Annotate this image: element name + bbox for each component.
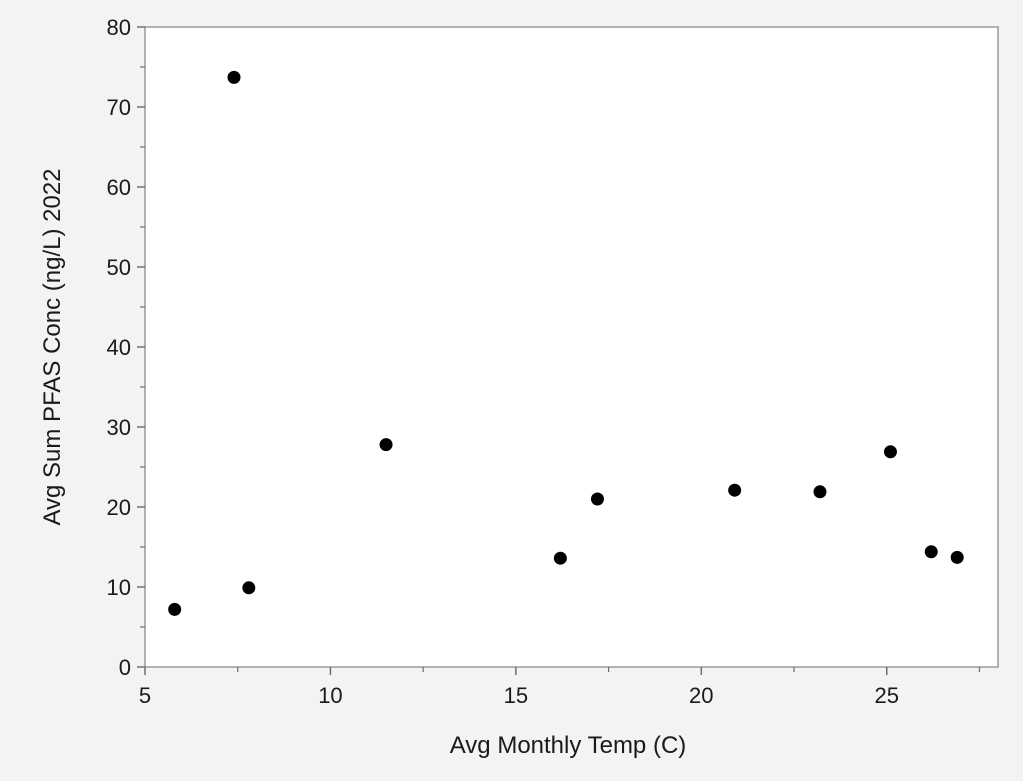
y-tick-label: 10 [107, 575, 131, 600]
data-point [242, 581, 256, 595]
data-point [950, 550, 964, 564]
x-axis-title: Avg Monthly Temp (C) [450, 732, 687, 759]
data-points [168, 70, 964, 616]
plot-area [144, 26, 999, 668]
y-tick-label: 50 [107, 255, 131, 280]
y-tick-label: 40 [107, 335, 131, 360]
y-tick-label: 70 [107, 95, 131, 120]
data-point [728, 483, 742, 497]
data-point [883, 445, 897, 459]
y-tick-label: 20 [107, 495, 131, 520]
data-point [590, 492, 604, 506]
y-tick-label: 60 [107, 175, 131, 200]
x-tick-label: 10 [318, 683, 342, 708]
data-point [553, 551, 567, 565]
y-axis: 0 10 20 30 40 50 60 70 80 [107, 15, 145, 680]
x-tick-label: 20 [689, 683, 713, 708]
data-point [813, 485, 827, 499]
data-point [168, 602, 182, 616]
x-tick-label: 25 [874, 683, 898, 708]
data-point [227, 70, 241, 84]
y-tick-label: 0 [119, 655, 131, 680]
y-tick-label: 80 [107, 15, 131, 40]
x-tick-label: 5 [139, 683, 151, 708]
data-point [924, 545, 938, 559]
y-tick-label: 30 [107, 415, 131, 440]
x-tick-label: 15 [504, 683, 528, 708]
x-axis: 5 10 15 20 25 [139, 667, 981, 708]
data-point [379, 438, 393, 452]
y-axis-title: Avg Sum PFAS Conc (ng/L) 2022 [39, 168, 66, 525]
